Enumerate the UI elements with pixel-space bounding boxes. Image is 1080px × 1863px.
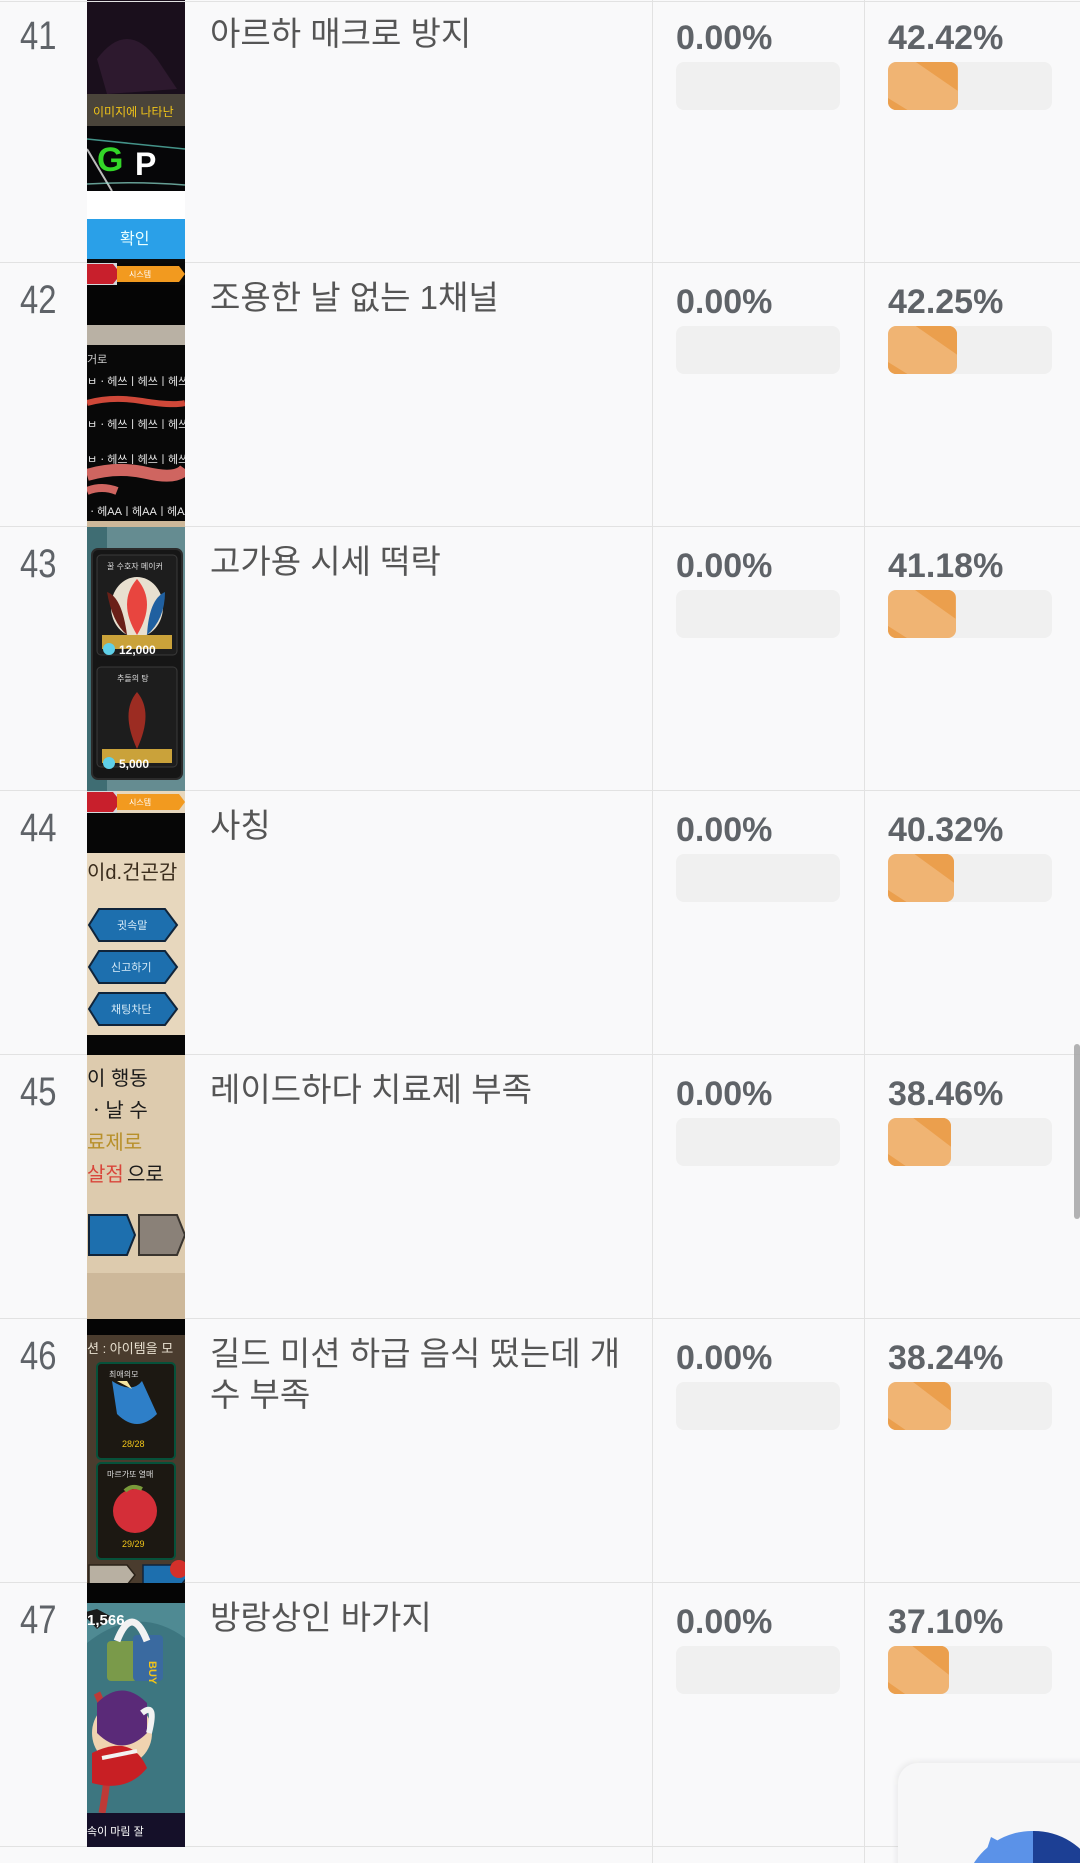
svg-text:29/29: 29/29 xyxy=(122,1539,145,1549)
svg-text:1,566: 1,566 xyxy=(87,1612,125,1629)
svg-text:이미지에 나타난: 이미지에 나타난 xyxy=(93,105,174,119)
svg-text:신고하기: 신고하기 xyxy=(111,960,151,974)
svg-text:확인: 확인 xyxy=(120,230,149,248)
svg-text:마르가또 열매: 마르가또 열매 xyxy=(107,1470,153,1479)
svg-text:료제로: 료제로 xyxy=(87,1131,142,1154)
svg-text:으로: 으로 xyxy=(127,1164,164,1186)
svg-text:ㅂㆍ헤쓰ㅣ헤쓰ㅣ헤쓰: ㅂㆍ헤쓰ㅣ헤쓰ㅣ헤쓰 xyxy=(87,453,185,466)
svg-text:ㆍ헤AAㅣ헤AAㅣ헤AA: ㆍ헤AAㅣ헤AAㅣ헤AA xyxy=(87,505,185,518)
svg-text:채팅차단: 채팅차단 xyxy=(111,1003,151,1016)
svg-text:ㆍ날 수: ㆍ날 수 xyxy=(87,1099,148,1122)
svg-text:귓속말: 귓속말 xyxy=(117,919,147,932)
svg-text:12,000: 12,000 xyxy=(119,643,156,657)
svg-text:최애의모: 최애의모 xyxy=(109,1369,138,1379)
svg-text:ㅂㆍ헤쓰ㅣ헤쓰ㅣ헤쓰: ㅂㆍ헤쓰ㅣ헤쓰ㅣ헤쓰 xyxy=(87,418,185,431)
svg-text:28/28: 28/28 xyxy=(122,1439,145,1449)
svg-text:꿀 수호자 메이커: 꿀 수호자 메이커 xyxy=(107,561,163,571)
svg-text:ㅂㆍ헤쓰ㅣ헤쓰ㅣ헤쓰: ㅂㆍ헤쓰ㅣ헤쓰ㅣ헤쓰 xyxy=(87,375,185,388)
svg-text:5,000: 5,000 xyxy=(119,757,149,771)
svg-text:P: P xyxy=(135,146,156,182)
svg-text:거로: 거로 xyxy=(87,353,107,366)
svg-text:션 : 아이템을 모: 션 : 아이템을 모 xyxy=(87,1341,173,1356)
svg-text:살점: 살점 xyxy=(87,1163,124,1186)
svg-text:추돌의 탕: 추돌의 탕 xyxy=(117,673,149,683)
svg-text:BUY: BUY xyxy=(146,1661,158,1685)
svg-text:이d.건곤감: 이d.건곤감 xyxy=(87,861,177,884)
svg-text:시스템: 시스템 xyxy=(129,797,151,807)
svg-text:시스템: 시스템 xyxy=(129,269,151,279)
svg-text:속이 마림 잘: 속이 마림 잘 xyxy=(87,1825,144,1838)
svg-text:이 행동: 이 행동 xyxy=(87,1067,148,1090)
